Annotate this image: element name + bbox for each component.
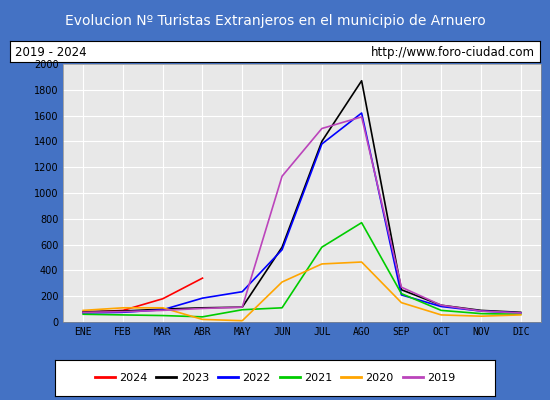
Legend: 2024, 2023, 2022, 2021, 2020, 2019: 2024, 2023, 2022, 2021, 2020, 2019 bbox=[90, 368, 460, 388]
Text: 2019 - 2024: 2019 - 2024 bbox=[15, 46, 87, 59]
Text: Evolucion Nº Turistas Extranjeros en el municipio de Arnuero: Evolucion Nº Turistas Extranjeros en el … bbox=[65, 14, 485, 28]
Text: http://www.foro-ciudad.com: http://www.foro-ciudad.com bbox=[371, 46, 535, 59]
